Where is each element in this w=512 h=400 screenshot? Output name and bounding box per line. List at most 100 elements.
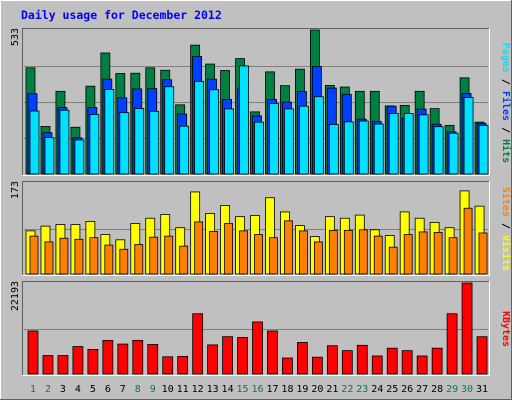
sites-bar: [403, 234, 413, 275]
sites-bar: [373, 235, 383, 275]
day-label: 23: [356, 384, 368, 395]
day-label: 8: [135, 384, 141, 395]
sites-bar: [209, 230, 219, 275]
sites-bar: [328, 229, 338, 275]
kbytes-bar: [207, 344, 219, 375]
day-label: 10: [162, 384, 174, 395]
sites-bar: [59, 237, 69, 275]
kbytes-bar: [87, 348, 99, 375]
kbytes-bar: [446, 313, 458, 375]
pages-bar: [104, 89, 115, 175]
pages-bar: [284, 108, 294, 175]
svg-text:KBytes: KBytes: [500, 311, 511, 347]
day-label: 19: [296, 384, 308, 395]
day-label: 12: [192, 384, 204, 395]
pages-bar: [44, 137, 55, 175]
kbytes-bar: [132, 339, 144, 375]
y-max-label-hits: 533: [10, 28, 21, 46]
day-label: 11: [177, 384, 189, 395]
sites-bar: [433, 232, 443, 275]
day-label: 30: [461, 384, 473, 395]
kbytes-bar: [311, 356, 323, 375]
sites-bar: [74, 238, 84, 275]
kbytes-bar: [177, 355, 189, 375]
pages-bar: [149, 110, 160, 175]
day-label: 21: [326, 384, 338, 395]
sites-bar: [89, 237, 99, 275]
sites-bar: [478, 232, 488, 275]
kbytes-panel: [22, 281, 490, 376]
day-label: 26: [401, 384, 413, 395]
pages-bar: [433, 126, 444, 175]
kbytes-bar: [416, 355, 428, 375]
sites-bar: [119, 248, 129, 275]
svg-text:Pages / Files / Hits: Pages / Files / Hits: [500, 43, 512, 163]
pages-bar: [358, 120, 369, 175]
pages-bar: [119, 112, 130, 175]
day-label: 2: [45, 384, 51, 395]
day-label: 4: [75, 384, 81, 395]
kbytes-bar: [461, 282, 473, 375]
day-label: 22: [341, 384, 353, 395]
hits-files-pages-panel: [22, 28, 490, 176]
day-label: 28: [431, 384, 443, 395]
kbytes-bar: [282, 357, 293, 375]
day-label: 31: [476, 384, 488, 395]
y-max-label-visits: 173: [10, 181, 21, 199]
day-label: 14: [222, 384, 234, 395]
sites-bar: [463, 207, 473, 275]
legend-kbytes: KBytes: [500, 311, 511, 347]
sites-bar: [343, 229, 353, 275]
day-label: 9: [150, 384, 156, 395]
sites-bar: [448, 237, 458, 275]
legend-visits: Visits: [500, 235, 512, 271]
x-axis-day-labels: 1 2 3 4 5 6 7 8 9 10 11 12 13 14 15 16 17 18 19 20 21 22 23 24 2…: [30, 384, 488, 395]
legend-hits: Hits: [500, 139, 512, 163]
kbytes-bar: [371, 355, 383, 375]
kbytes-bar: [222, 336, 233, 375]
legend-hits-files-pages: Pages / Files / Hits: [500, 43, 512, 163]
pages-bar: [194, 80, 205, 175]
day-label: 20: [311, 384, 323, 395]
sites-bar: [194, 221, 204, 275]
kbytes-bar: [386, 347, 398, 375]
pages-bar: [299, 105, 309, 175]
pages-bar: [343, 121, 354, 175]
kbytes-bar: [252, 321, 263, 375]
sites-bar: [179, 245, 189, 275]
kbytes-bar: [72, 346, 84, 375]
sites-bar: [164, 235, 174, 275]
day-label: 7: [120, 384, 126, 395]
kbytes-bar: [431, 347, 443, 375]
pages-bar: [164, 86, 175, 175]
day-label: 13: [207, 384, 219, 395]
pages-bar: [478, 124, 489, 175]
legend-sites: Sites: [500, 187, 512, 217]
sites-bar: [29, 235, 39, 275]
day-label: 1: [30, 384, 36, 395]
pages-bar: [328, 124, 339, 175]
sites-bar: [134, 244, 144, 275]
sites-bar: [104, 244, 114, 275]
chart-title: Daily usage for December 2012: [21, 8, 222, 22]
sites-bar: [239, 230, 248, 275]
kbytes-bar: [297, 342, 308, 375]
day-label: 16: [251, 384, 263, 395]
sites-bar: [358, 229, 368, 275]
pages-bar: [89, 114, 100, 175]
day-label: 25: [386, 384, 398, 395]
pages-bar: [373, 123, 384, 175]
sites-bar: [418, 231, 428, 275]
sites-bar: [149, 236, 159, 275]
day-label: 17: [266, 384, 278, 395]
sites-bar: [313, 241, 323, 275]
pages-bar: [269, 103, 279, 175]
sites-bar: [254, 234, 263, 275]
kbytes-bar: [401, 350, 413, 375]
legend-files: Files: [500, 91, 512, 121]
kbytes-bar: [27, 330, 39, 375]
pages-bar: [29, 110, 40, 175]
day-label: 15: [237, 384, 249, 395]
kbytes-bar: [117, 343, 129, 375]
